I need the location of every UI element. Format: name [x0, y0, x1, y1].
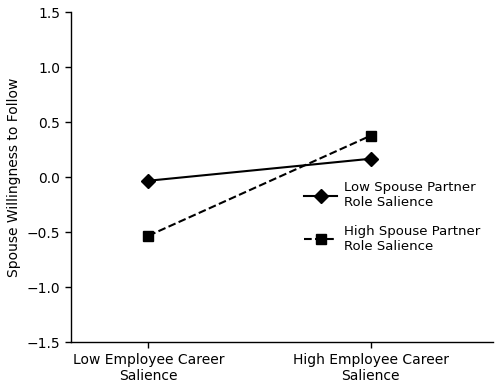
Line: High Spouse Partner
Role Salience: High Spouse Partner Role Salience [144, 131, 376, 241]
High Spouse Partner
Role Salience [146, 233, 152, 238]
Low Spouse Partner
Role Salience [368, 156, 374, 161]
Line: Low Spouse Partner
Role Salience: Low Spouse Partner Role Salience [144, 154, 376, 186]
Legend: Low Spouse Partner
Role Salience, High Spouse Partner
Role Salience: Low Spouse Partner Role Salience, High S… [298, 175, 486, 260]
Low Spouse Partner
Role Salience [146, 178, 152, 183]
High Spouse Partner
Role Salience [368, 133, 374, 138]
Y-axis label: Spouse Willingness to Follow: Spouse Willingness to Follow [7, 78, 21, 277]
